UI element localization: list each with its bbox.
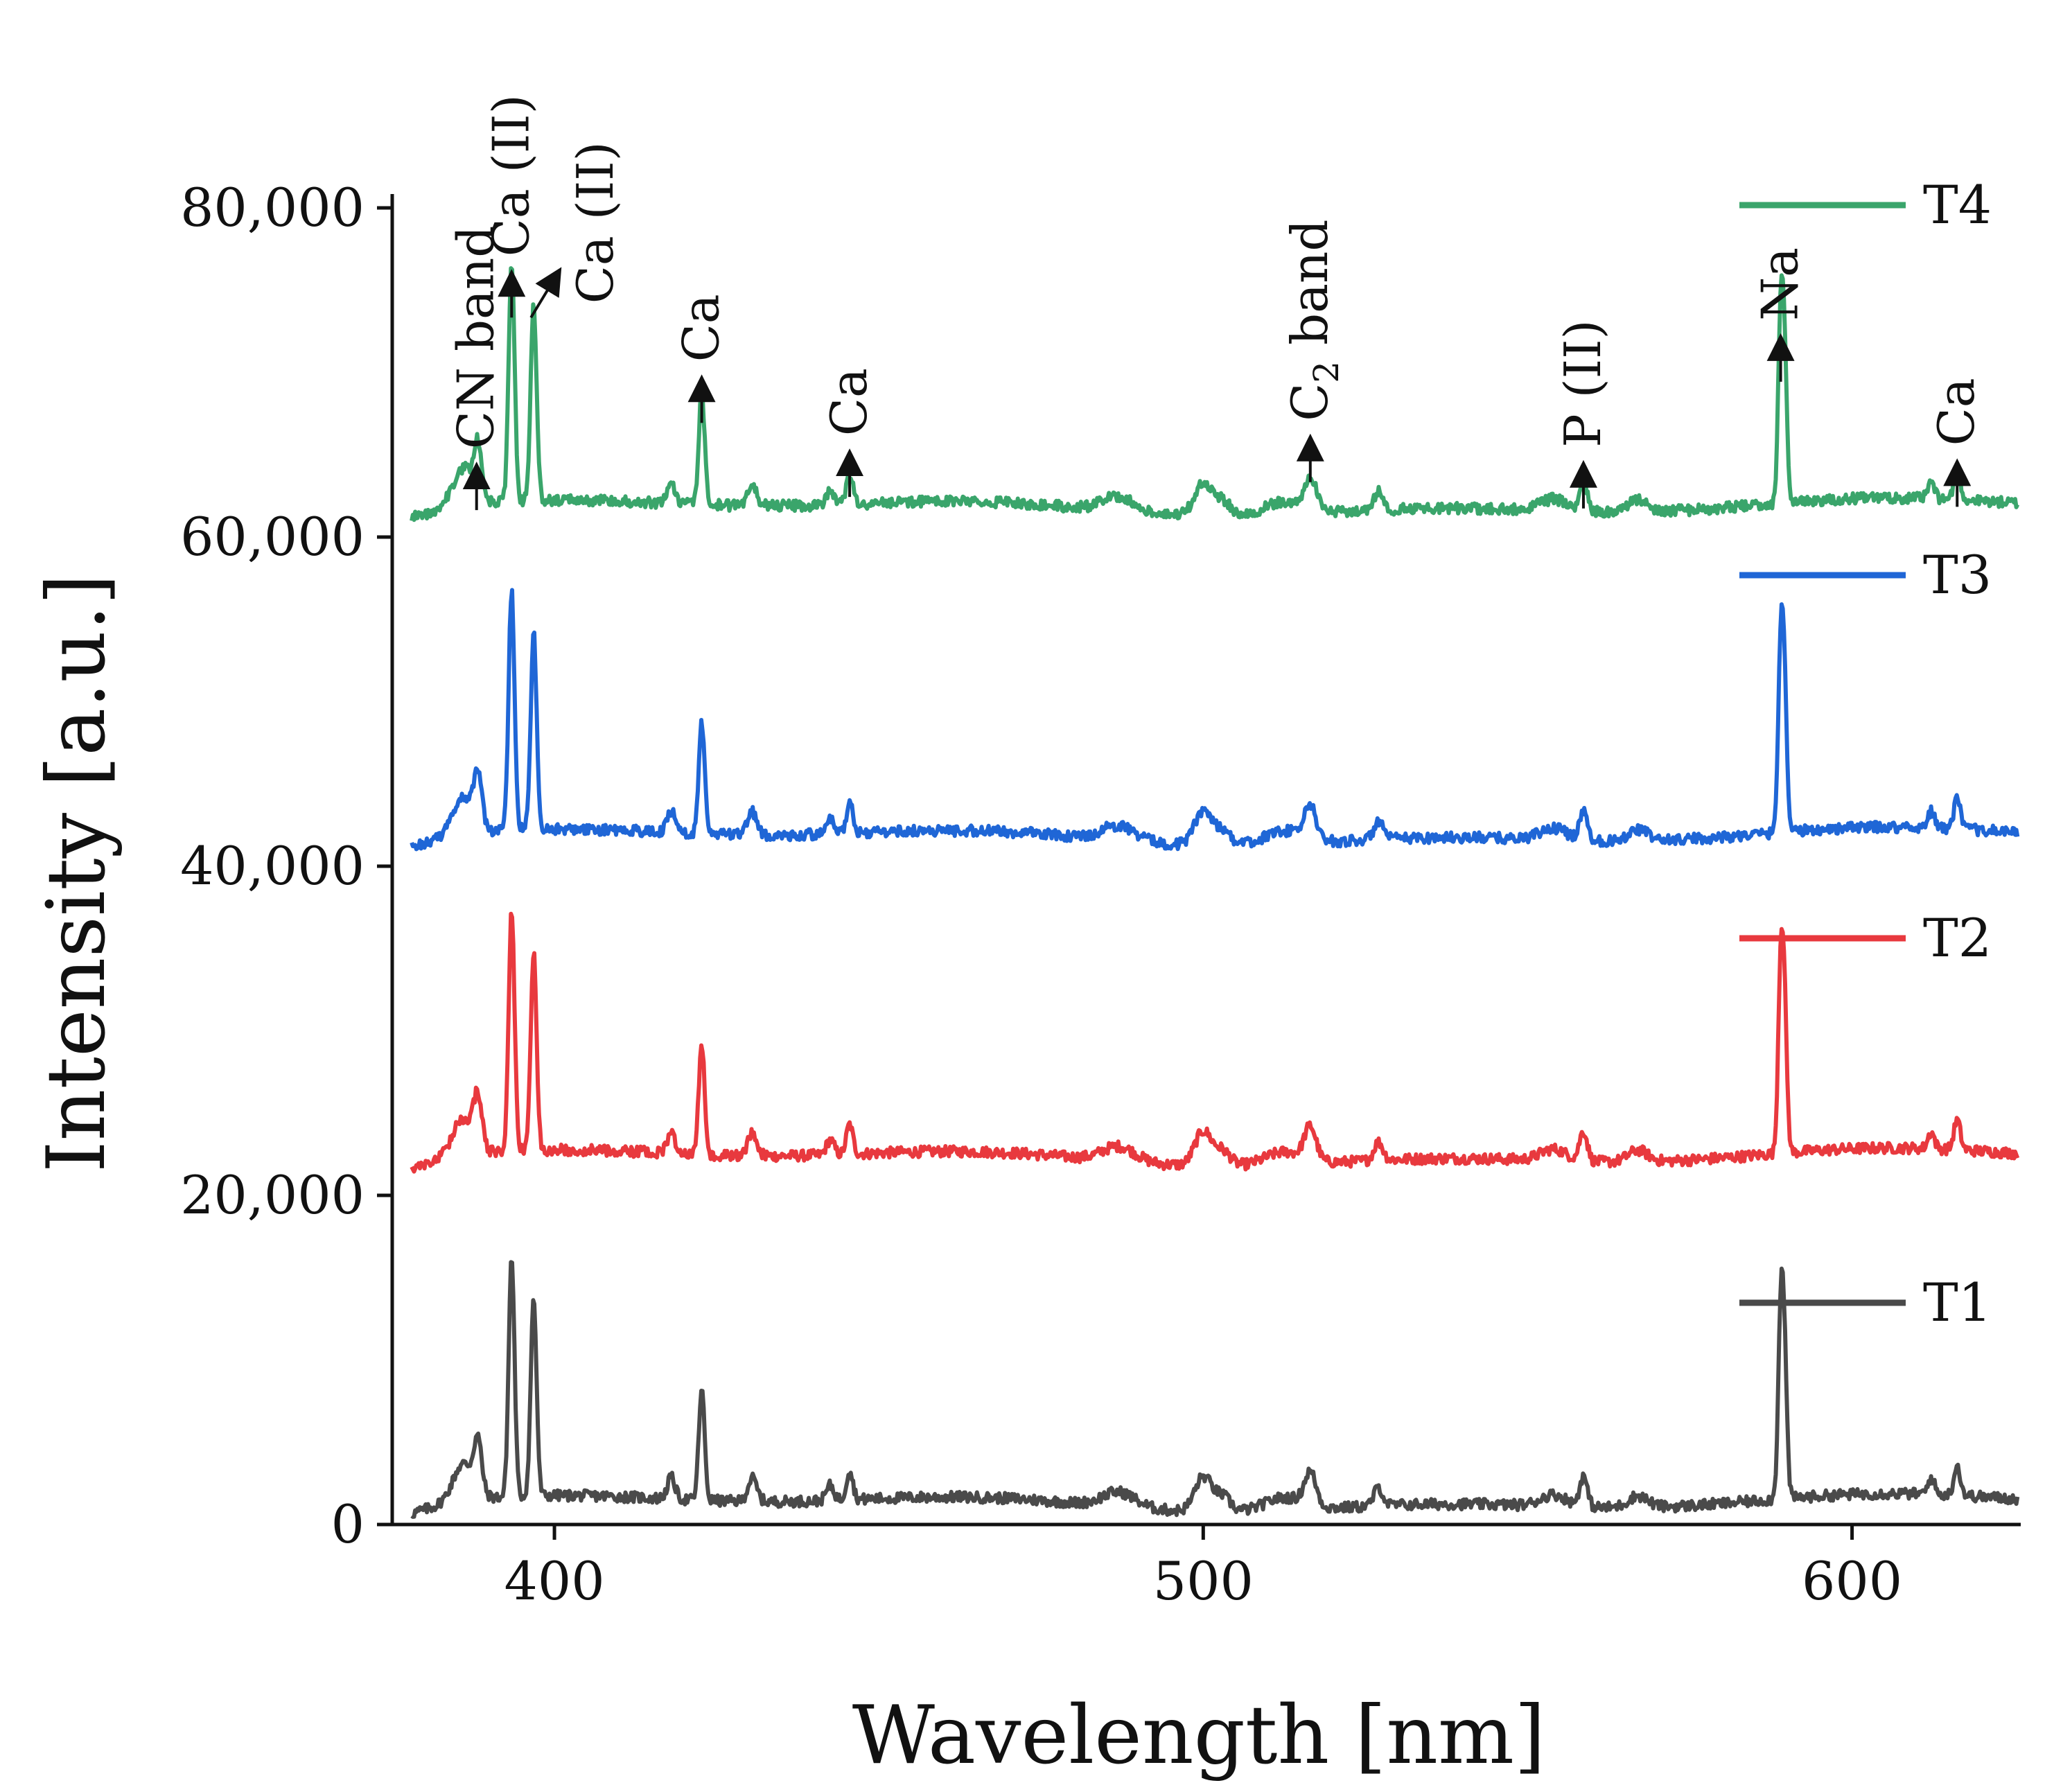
y-tick-label: 80,000: [180, 177, 365, 238]
annotation-label: C2 band: [1281, 220, 1346, 421]
legend-item-t1: T1: [1739, 1272, 1992, 1333]
annotation-subscript: 2: [1306, 361, 1346, 383]
y-tick-label: 0: [331, 1493, 365, 1555]
annotation-label-text: Ca: [820, 368, 878, 436]
annotation-2: Ca (II): [529, 141, 624, 319]
annotation-3: Ca: [672, 294, 730, 423]
annotation-label: Ca (II): [482, 94, 540, 256]
legend-label: T2: [1923, 907, 1992, 969]
annotation-label: Ca: [820, 368, 878, 436]
annotation-label-tail: band: [1281, 220, 1339, 361]
legend: T1 T2 T3 T4: [1739, 174, 1992, 1333]
annotation-label-text: Ca (II): [566, 141, 624, 304]
legend-item-t2: T2: [1739, 907, 1992, 969]
x-axis-title: Wavelength [nm]: [852, 1689, 1546, 1782]
series-line-t4: [410, 266, 2020, 522]
annotation-6: P (II): [1554, 319, 1612, 509]
annotation-label-text: Ca (II): [482, 94, 540, 256]
x-tick-label: 500: [1153, 1550, 1254, 1612]
y-axis-title: Intensity [a.u.]: [30, 574, 123, 1172]
legend-label: T1: [1923, 1272, 1992, 1333]
annotation-label-text: Ca: [672, 294, 730, 362]
x-tick-label: 600: [1802, 1550, 1902, 1612]
y-tick-label: 60,000: [180, 506, 365, 568]
y-tick-label: 40,000: [180, 835, 365, 897]
annotation-label: Ca (II): [566, 141, 624, 304]
legend-item-t4: T4: [1739, 174, 1992, 236]
annotation-label: Ca: [672, 294, 730, 362]
x-tick-label: 400: [504, 1550, 605, 1612]
annotation-label: P (II): [1554, 319, 1612, 447]
series-layer: [410, 266, 2020, 1519]
annotation-1: Ca (II): [482, 94, 540, 318]
series-line-t1: [410, 1260, 2020, 1519]
ticks: 400 500 600 0 20,000 40,000 60,000 80,000: [180, 177, 1902, 1612]
annotation-label-text: C: [1281, 383, 1339, 421]
series-line-t2: [410, 911, 2020, 1174]
axes: [390, 194, 2021, 1527]
annotation-label: Ca: [1927, 378, 1985, 446]
annotation-5: C2 band: [1281, 220, 1346, 482]
annotation-label-text: P (II): [1554, 319, 1612, 447]
y-tick-label: 20,000: [180, 1164, 365, 1226]
series-line-t3: [410, 588, 2020, 852]
annotation-7: Na: [1751, 247, 1809, 382]
annotation-arrow: [529, 267, 562, 319]
annotation-4: Ca: [820, 368, 878, 498]
annotation-8: Ca: [1927, 378, 1985, 507]
legend-label: T4: [1923, 174, 1992, 236]
legend-item-t3: T3: [1739, 544, 1992, 606]
annotation-label-text: Na: [1751, 247, 1809, 321]
annotation-label: Na: [1751, 247, 1809, 321]
annotation-label: CN band: [447, 226, 505, 449]
legend-label: T3: [1923, 544, 1992, 606]
annotation-label-text: Ca: [1927, 378, 1985, 446]
annotation-0: CN band: [447, 226, 505, 511]
annotation-label-text: CN band: [447, 226, 505, 449]
